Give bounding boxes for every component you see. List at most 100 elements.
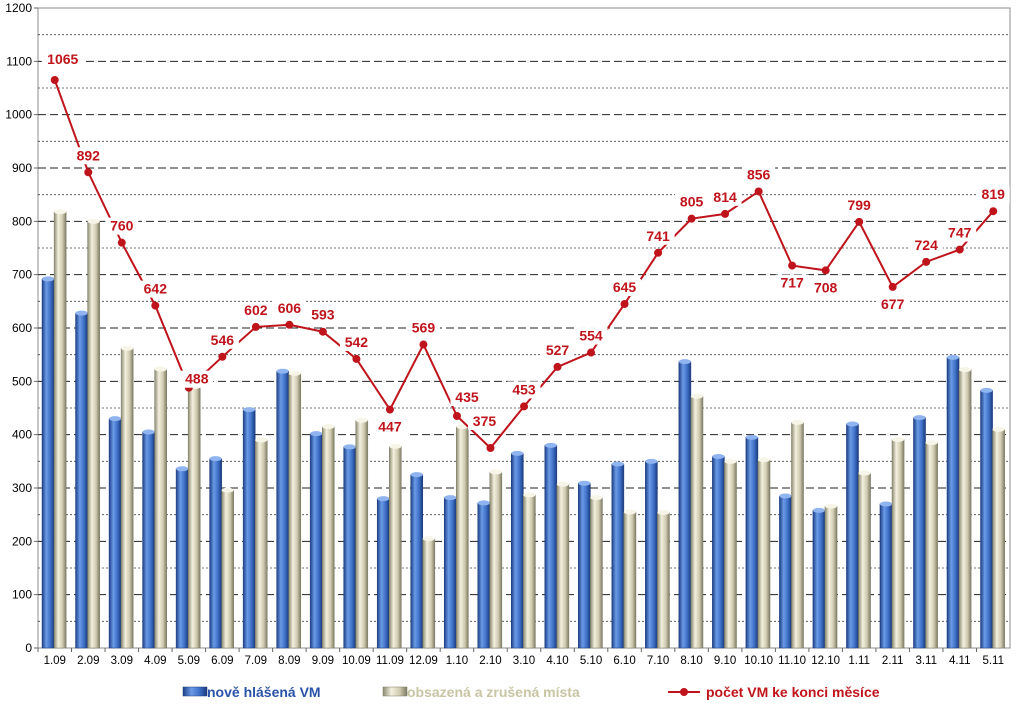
x-tick-label: 5.11	[982, 655, 1004, 667]
bar-nove-hlasena	[779, 495, 792, 649]
bar-obsazena-zrusena	[623, 511, 637, 649]
data-label-bg	[306, 306, 340, 324]
data-label-bg	[876, 295, 910, 313]
bar-nove-hlasena	[578, 482, 591, 649]
line-point-pocet-vm	[50, 76, 59, 84]
line-point-pocet-vm	[955, 245, 964, 254]
x-tick-label: 2.11	[882, 655, 904, 667]
data-label-pocet-vm: 805	[680, 194, 704, 210]
data-label-bg	[507, 381, 541, 399]
x-tick-label: 1.10	[446, 655, 468, 667]
line-point-pocet-vm	[218, 352, 227, 361]
bar-obsazena-zrusena	[858, 472, 871, 649]
bar-nove-hlasena	[309, 433, 323, 649]
y-tick-label: 0	[25, 641, 32, 655]
bar-nove-hlasena	[511, 453, 524, 649]
data-label-pocet-vm: 447	[378, 419, 402, 435]
bar-top-nove-hlasena	[946, 354, 960, 360]
data-label-bg	[450, 389, 484, 406]
line-point-pocet-vm	[151, 301, 160, 310]
y-tick-label: 1200	[5, 1, 32, 15]
bar-top-nove-hlasena	[75, 310, 88, 316]
bar-obsazena-zrusena	[422, 538, 436, 649]
bar-nove-hlasena	[980, 390, 993, 649]
x-tick-label: 11.09	[376, 655, 404, 667]
bar-top-nove-hlasena	[980, 387, 993, 393]
bar-obsazena-zrusena	[824, 505, 838, 649]
bar-obsazena-zrusena	[389, 446, 402, 649]
bar-top-nove-hlasena	[243, 407, 256, 413]
x-tick-label: 5.09	[178, 655, 200, 667]
bar-nove-hlasena	[477, 502, 491, 649]
bar-nove-hlasena	[343, 446, 356, 649]
x-tick-label: 7.09	[245, 655, 267, 667]
bar-nove-hlasena	[544, 445, 558, 649]
bar-obsazena-zrusena	[891, 439, 905, 649]
y-tick-label: 300	[12, 481, 32, 495]
data-label-bg	[373, 418, 407, 436]
data-label-pocet-vm: 677	[881, 296, 905, 312]
x-tick-label: 4.11	[949, 655, 971, 667]
bar-top-nove-hlasena	[544, 442, 557, 448]
line-point-pocet-vm	[419, 340, 428, 349]
data-label-pocet-vm: 453	[512, 381, 536, 397]
bar-nove-hlasena	[75, 312, 88, 649]
data-label-pocet-vm: 488	[185, 371, 209, 387]
x-tick-label: 2.10	[479, 655, 501, 667]
data-label-pocet-vm: 799	[847, 197, 871, 213]
bar-nove-hlasena	[879, 503, 893, 649]
y-tick-label: 500	[12, 374, 32, 388]
bar-nove-hlasena	[209, 458, 222, 649]
bar-top-obsazena-zrusena	[623, 509, 636, 515]
bar-top-obsazena-zrusena	[456, 424, 469, 430]
bar-top-obsazena-zrusena	[121, 345, 134, 351]
bar-top-obsazena-zrusena	[355, 417, 368, 423]
bar-obsazena-zrusena	[958, 369, 972, 649]
data-label-bg	[574, 327, 608, 345]
bar-top-obsazena-zrusena	[858, 470, 871, 476]
bar-top-obsazena-zrusena	[724, 458, 737, 464]
bar-obsazena-zrusena	[120, 348, 134, 649]
bar-top-obsazena-zrusena	[523, 492, 536, 498]
bar-top-obsazena-zrusena	[992, 426, 1005, 432]
bar-nove-hlasena	[712, 456, 725, 649]
data-label-bg	[675, 193, 709, 211]
legend: nově hlášená VM obsazená a zrušená místa p…	[182, 684, 880, 700]
data-label-bg	[842, 196, 876, 214]
data-label-bg	[467, 413, 501, 430]
data-label-bg	[943, 224, 977, 242]
data-label-pocet-vm: 542	[345, 334, 369, 350]
x-tick-label: 11.10	[778, 655, 806, 667]
bar-top-nove-hlasena	[209, 456, 222, 462]
data-label-pocet-vm: 375	[473, 413, 497, 429]
x-tick-label: 8.10	[680, 655, 702, 667]
bar-obsazena-zrusena	[288, 373, 302, 649]
bar-obsazena-zrusena	[154, 368, 167, 649]
y-tick-label: 1100	[6, 54, 32, 68]
bar-top-nove-hlasena	[779, 493, 792, 499]
data-label-pocet-vm: 708	[814, 279, 838, 295]
bar-top-nove-hlasena	[678, 359, 691, 365]
y-tick-label: 600	[12, 321, 32, 335]
data-label-pocet-vm: 741	[646, 228, 670, 244]
data-label-pocet-vm: 642	[144, 281, 168, 297]
bar-top-obsazena-zrusena	[757, 457, 771, 463]
bar-top-obsazena-zrusena	[54, 209, 67, 215]
bar-top-nove-hlasena	[410, 472, 423, 478]
bar-obsazena-zrusena	[690, 396, 704, 649]
line-point-pocet-vm	[84, 168, 93, 177]
x-tick-label: 3.09	[111, 655, 133, 667]
data-label-pocet-vm: 645	[613, 279, 637, 295]
y-tick-label: 700	[12, 268, 32, 282]
line-point-pocet-vm	[821, 266, 830, 275]
data-label-bg	[105, 217, 139, 235]
data-label-bg	[339, 333, 373, 351]
bar-top-nove-hlasena	[176, 466, 189, 472]
x-tick-label: 4.10	[546, 655, 568, 667]
bar-nove-hlasena	[276, 370, 289, 649]
x-tick-label: 6.10	[613, 655, 635, 667]
line-point-pocet-vm	[788, 261, 797, 270]
bars	[41, 209, 1005, 649]
bar-top-obsazena-zrusena	[892, 436, 905, 442]
line-point-pocet-vm	[922, 257, 931, 266]
